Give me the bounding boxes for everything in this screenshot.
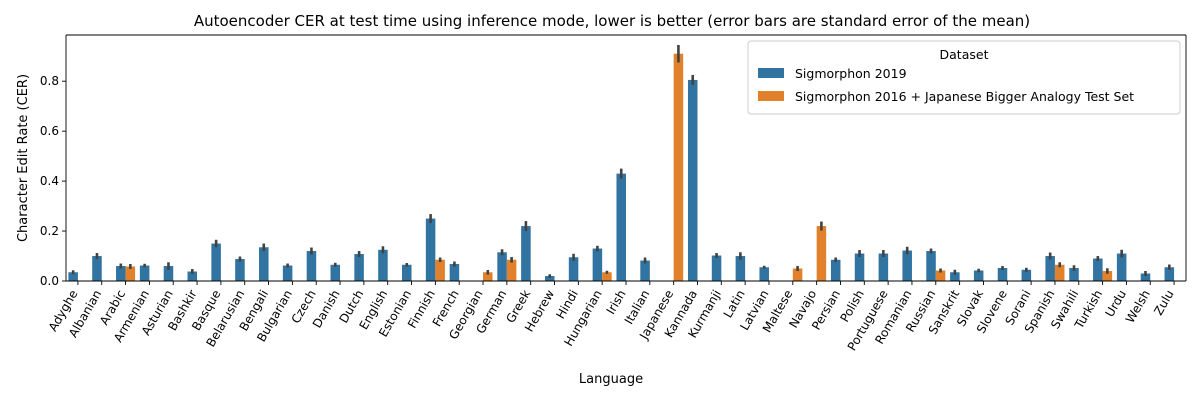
- bar-belarusian-s2019: [235, 259, 245, 281]
- bar-arabic-s2019: [116, 266, 126, 281]
- bar-spanish-s2016: [1054, 264, 1065, 281]
- y-tick-label: 0.6: [40, 124, 59, 138]
- bar-hungarian-s2019: [592, 248, 603, 281]
- bar-french-s2019: [449, 264, 460, 281]
- bar-zulu-s2019: [1164, 267, 1175, 281]
- bar-welsh-s2019: [1140, 273, 1151, 281]
- y-axis-label: Character Edit Rate (CER): [16, 74, 31, 242]
- bar-sorani-s2019: [1021, 269, 1032, 281]
- bar-hebrew-s2019: [544, 276, 555, 281]
- bar-hindi-s2019: [568, 257, 579, 281]
- legend-title: Dataset: [940, 47, 989, 62]
- legend-label-sigmorphon-2019: Sigmorphon 2019: [795, 66, 907, 81]
- bar-japanese-s2016: [673, 53, 684, 282]
- bar-estonian-s2019: [402, 264, 412, 281]
- bar-english-s2019: [378, 249, 388, 281]
- bar-latvian-s2019: [759, 267, 769, 281]
- bar-greek-s2019: [521, 226, 531, 281]
- bar-bashkir-s2019: [187, 271, 198, 281]
- legend-swatch-sigmorphon-2019: [758, 68, 784, 78]
- bar-danish-s2019: [330, 264, 341, 281]
- x-tick-label-zulu: Zulu: [1151, 288, 1177, 318]
- bar-slovene-s2019: [997, 268, 1008, 281]
- x-tick-label-welsh: Welsh: [1123, 288, 1153, 326]
- bar-latin-s2019: [735, 256, 746, 281]
- bar-asturian-s2019: [163, 266, 174, 281]
- chart-title: Autoencoder CER at test time using infer…: [194, 12, 1030, 30]
- bar-dutch-s2019: [354, 254, 364, 281]
- bar-slovak-s2019: [973, 270, 984, 281]
- bar-bulgarian-s2019: [282, 265, 293, 281]
- bar-urdu-s2019: [1116, 253, 1127, 281]
- legend-swatch-sigmorphon-2016: [758, 91, 784, 101]
- bar-hungarian-s2016: [602, 272, 612, 281]
- bar-arabic-s2016: [125, 266, 136, 281]
- bar-basque-s2019: [211, 243, 221, 281]
- bar-armenian-s2019: [139, 265, 150, 281]
- y-tick-label: 0.0: [40, 274, 59, 288]
- legend: Dataset Sigmorphon 2019 Sigmorphon 2016 …: [747, 40, 1181, 115]
- bar-kannada-s2019: [687, 79, 698, 281]
- y-tick-label: 0.8: [40, 74, 59, 88]
- bar-bengali-s2019: [259, 247, 269, 281]
- bar-russian-s2019: [926, 251, 936, 281]
- y-tick-label: 0.4: [40, 174, 59, 188]
- bar-adyghe-s2019: [68, 272, 78, 281]
- bar-sanskrit-s2019: [950, 272, 960, 281]
- bar-portuguese-s2019: [878, 253, 889, 281]
- bar-georgian-s2016: [483, 272, 493, 281]
- bar-albanian-s2019: [92, 256, 102, 281]
- bar-maltese-s2016: [792, 268, 803, 281]
- bar-german-s2016: [506, 259, 517, 281]
- bar-italian-s2019: [640, 260, 650, 281]
- bar-finnish-s2016: [435, 259, 445, 281]
- bar-kurmanji-s2019: [711, 255, 722, 281]
- bar-persian-s2019: [830, 259, 841, 281]
- bar-irish-s2019: [616, 173, 626, 281]
- bar-swahili-s2019: [1069, 268, 1079, 281]
- bar-german-s2019: [497, 252, 507, 281]
- plot-area: [65, 34, 1187, 282]
- bar-czech-s2019: [306, 251, 317, 281]
- legend-label-sigmorphon-2016: Sigmorphon 2016 + Japanese Bigger Analog…: [795, 89, 1134, 104]
- bar-finnish-s2019: [425, 218, 436, 281]
- bar-russian-s2016: [935, 270, 946, 281]
- legend-frame: [747, 40, 1181, 115]
- bar-navajo-s2016: [816, 226, 827, 281]
- x-axis-label: Language: [579, 372, 643, 387]
- x-axis-ticks: AdygheAlbanianArabicArmenianAsturianBash…: [46, 281, 1177, 353]
- bar-romanian-s2019: [902, 250, 912, 281]
- y-tick-label: 0.2: [40, 224, 59, 238]
- bar-polish-s2019: [854, 253, 865, 281]
- bar-turkish-s2016: [1102, 271, 1113, 281]
- y-axis-ticks: 0.0 0.2 0.4 0.6 0.8: [40, 74, 66, 288]
- bar-spanish-s2019: [1045, 256, 1055, 281]
- bar-turkish-s2019: [1093, 258, 1103, 281]
